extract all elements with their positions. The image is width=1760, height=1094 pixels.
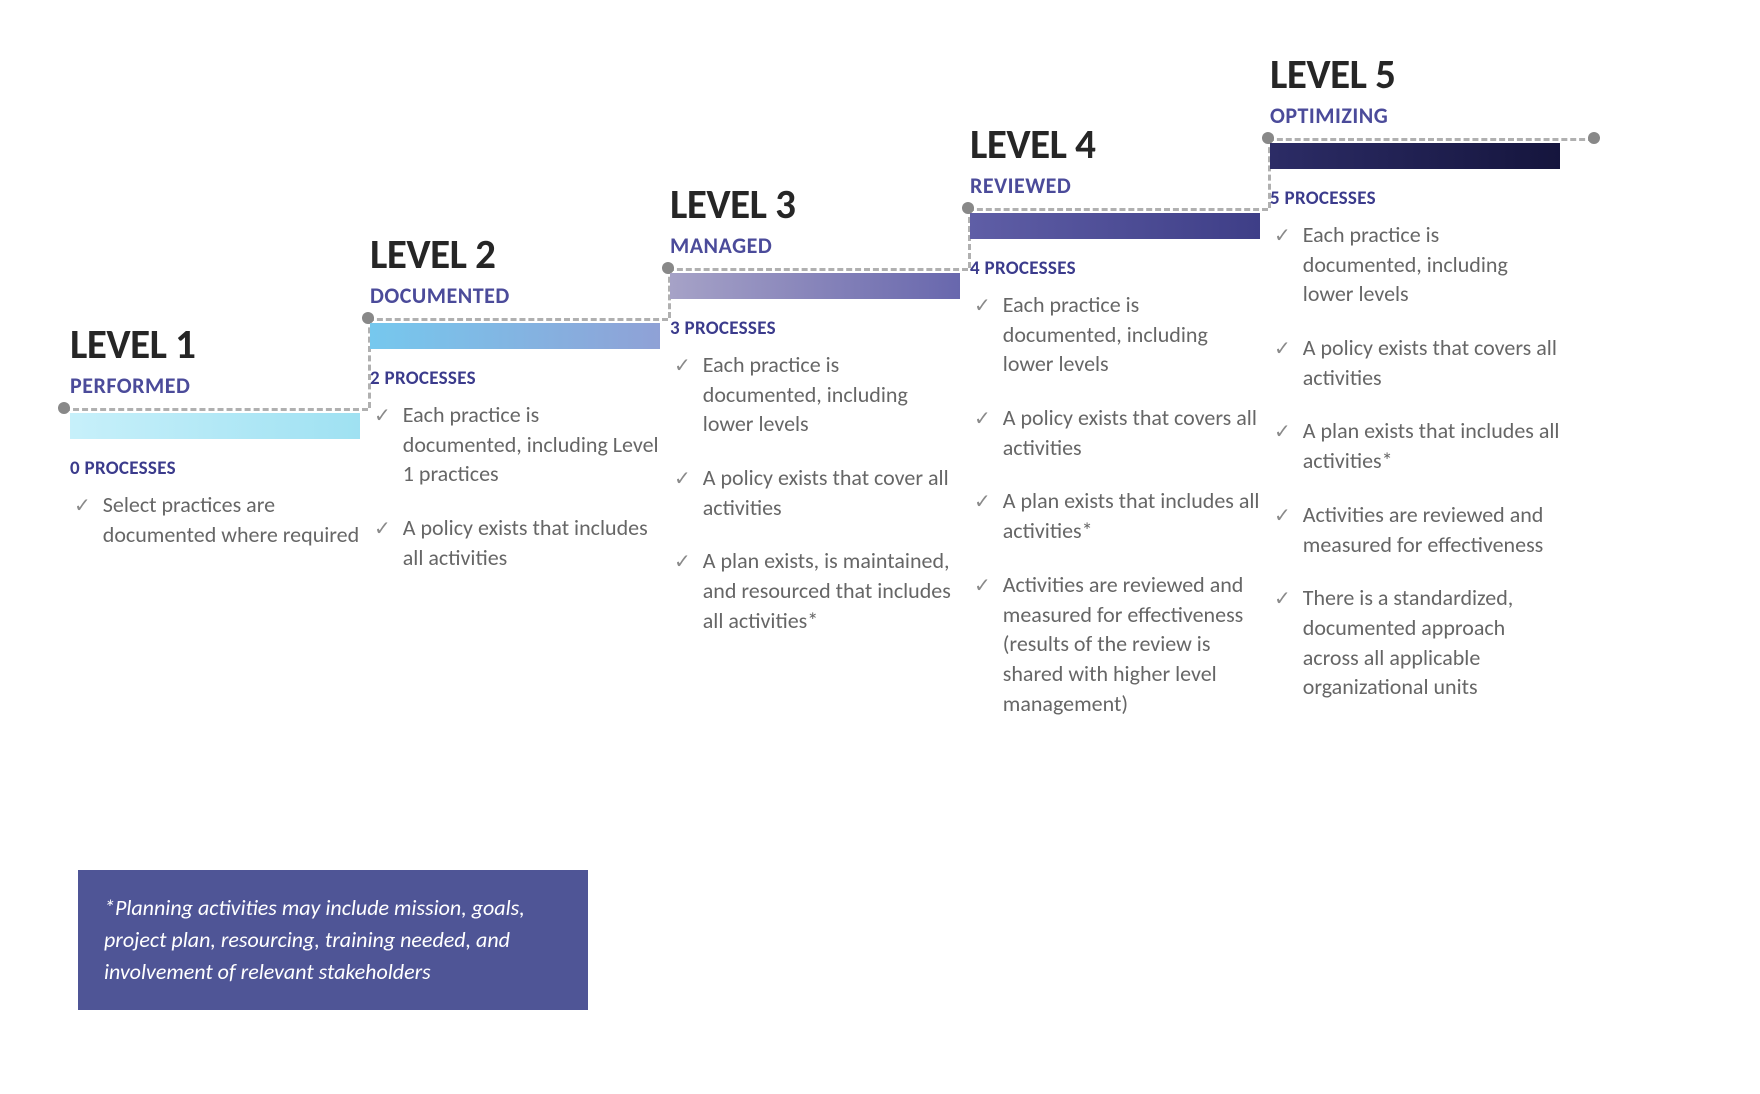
- level-subtitle: DOCUMENTED: [370, 282, 660, 309]
- check-icon: ✓: [974, 406, 991, 433]
- check-icon: ✓: [374, 403, 391, 430]
- check-icon: ✓: [1274, 586, 1291, 613]
- bullet-text: Each practice is documented, including L…: [403, 400, 660, 489]
- footnote-box: *Planning activities may include mission…: [78, 870, 588, 1010]
- bullet-text: A policy exists that covers all activiti…: [1003, 403, 1260, 462]
- bullet-item: ✓ A policy exists that covers all activit…: [1270, 333, 1560, 392]
- level-title: LEVEL 1: [70, 320, 360, 370]
- bullet-item: ✓ A plan exists that includes all activit…: [1270, 416, 1560, 475]
- bullet-text: A plan exists that includes all activiti…: [1303, 416, 1560, 475]
- check-icon: ✓: [974, 293, 991, 320]
- level-title: LEVEL 5: [1270, 50, 1560, 100]
- footnote-text: *Planning activities may include mission…: [104, 894, 525, 985]
- level-subtitle: REVIEWED: [970, 172, 1260, 199]
- bullet-text: A policy exists that cover all activitie…: [703, 463, 960, 522]
- check-icon: ✓: [674, 549, 691, 576]
- check-icon: ✓: [374, 516, 391, 543]
- level-subtitle: MANAGED: [670, 232, 960, 259]
- check-icon: ✓: [974, 489, 991, 516]
- bullet-list: ✓ Each practice is documented, including …: [670, 350, 960, 636]
- bullet-text: A policy exists that includes all activi…: [403, 513, 660, 572]
- bullet-item: ✓ There is a standardized, documented app…: [1270, 583, 1560, 702]
- level-subtitle: PERFORMED: [70, 372, 360, 399]
- bullet-text: A policy exists that covers all activiti…: [1303, 333, 1560, 392]
- bullet-item: ✓ A policy exists that includes all activ…: [370, 513, 660, 572]
- bullet-text: A plan exists that includes all activiti…: [1003, 486, 1260, 545]
- check-icon: ✓: [1274, 419, 1291, 446]
- check-icon: ✓: [74, 493, 91, 520]
- check-icon: ✓: [1274, 503, 1291, 530]
- bullet-item: ✓ A policy exists that covers all activit…: [970, 403, 1260, 462]
- processes-header: 3 PROCESSES: [670, 317, 960, 340]
- bullet-item: ✓ Activities are reviewed and measured fo…: [970, 570, 1260, 718]
- processes-header: 2 PROCESSES: [370, 367, 660, 390]
- processes-header: 4 PROCESSES: [970, 257, 1260, 280]
- bullet-item: ✓ Activities are reviewed and measured fo…: [1270, 500, 1560, 559]
- bullet-text: Activities are reviewed and measured for…: [1003, 570, 1260, 718]
- bullet-item: ✓ A plan exists that includes all activit…: [970, 486, 1260, 545]
- level-title: LEVEL 3: [670, 180, 960, 230]
- processes-header: 0 PROCESSES: [70, 457, 360, 480]
- level-color-bar: [970, 213, 1260, 239]
- bullet-list: ✓ Each practice is documented, including …: [1270, 220, 1560, 702]
- bullet-text: Select practices are documented where re…: [103, 490, 360, 549]
- processes-header: 5 PROCESSES: [1270, 187, 1560, 210]
- bullet-item: ✓ Each practice is documented, including …: [370, 400, 660, 489]
- check-icon: ✓: [674, 353, 691, 380]
- bullet-text: Activities are reviewed and measured for…: [1303, 500, 1560, 559]
- level-color-bar: [70, 413, 360, 439]
- level-color-bar: [1270, 143, 1560, 169]
- level-subtitle: OPTIMIZING: [1270, 102, 1560, 129]
- connector-dot: [1588, 132, 1600, 144]
- bullet-item: ✓ Each practice is documented, including …: [1270, 220, 1560, 309]
- bullet-item: ✓ Select practices are documented where r…: [70, 490, 360, 549]
- check-icon: ✓: [974, 573, 991, 600]
- bullet-text: Each practice is documented, including l…: [703, 350, 960, 439]
- level-block-4: LEVEL 4REVIEWED 4 PROCESSES ✓ Each practice…: [970, 120, 1260, 742]
- level-color-bar: [370, 323, 660, 349]
- bullet-list: ✓ Each practice is documented, including …: [370, 400, 660, 572]
- bullet-text: Each practice is documented, including l…: [1003, 290, 1260, 379]
- level-title: LEVEL 2: [370, 230, 660, 280]
- bullet-item: ✓ A policy exists that cover all activiti…: [670, 463, 960, 522]
- level-title: LEVEL 4: [970, 120, 1260, 170]
- level-block-2: LEVEL 2DOCUMENTED 2 PROCESSES ✓ Each practi…: [370, 230, 660, 596]
- level-block-1: LEVEL 1PERFORMED 0 PROCESSES ✓ Select pract…: [70, 320, 360, 573]
- connector-dot: [58, 402, 70, 414]
- check-icon: ✓: [674, 466, 691, 493]
- level-block-3: LEVEL 3MANAGED 3 PROCESSES ✓ Each practice …: [670, 180, 960, 660]
- bullet-text: Each practice is documented, including l…: [1303, 220, 1560, 309]
- level-color-bar: [670, 273, 960, 299]
- bullet-item: ✓ A plan exists, is maintained, and resou…: [670, 546, 960, 635]
- bullet-text: There is a standardized, documented appr…: [1303, 583, 1560, 702]
- level-block-5: LEVEL 5OPTIMIZING 5 PROCESSES ✓ Each practi…: [1270, 50, 1560, 726]
- bullet-list: ✓ Each practice is documented, including …: [970, 290, 1260, 718]
- bullet-list: ✓ Select practices are documented where r…: [70, 490, 360, 549]
- check-icon: ✓: [1274, 336, 1291, 363]
- check-icon: ✓: [1274, 223, 1291, 250]
- bullet-item: ✓ Each practice is documented, including …: [970, 290, 1260, 379]
- bullet-text: A plan exists, is maintained, and resour…: [703, 546, 960, 635]
- bullet-item: ✓ Each practice is documented, including …: [670, 350, 960, 439]
